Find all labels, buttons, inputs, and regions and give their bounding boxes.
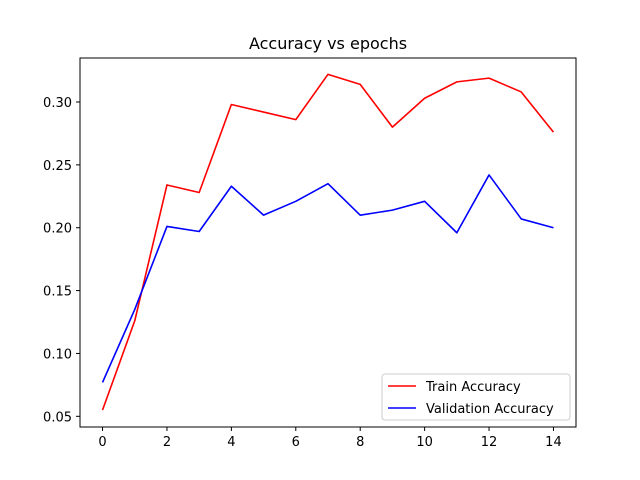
- x-tick-label: 10: [416, 435, 433, 450]
- legend-label: Train Accuracy: [425, 380, 521, 395]
- x-tick-label: 14: [545, 435, 562, 450]
- y-tick-label: 0.15: [43, 285, 72, 300]
- x-tick-label: 0: [98, 435, 106, 450]
- x-tick-label: 4: [227, 435, 235, 450]
- legend-box: [381, 373, 571, 421]
- legend: Train Accuracy Validation Accuracy: [381, 373, 571, 421]
- series-line-train-accuracy: [101, 73, 555, 411]
- plot-area: [79, 57, 577, 428]
- legend-label: Validation Accuracy: [426, 402, 554, 417]
- series-line-validation-accuracy: [101, 174, 554, 383]
- chart-title: Accuracy vs epochs: [249, 34, 407, 53]
- y-axis: 0.05 0.10 0.15 0.20 0.25 0.30: [43, 96, 80, 425]
- x-tick-label: 6: [292, 435, 300, 450]
- series-lines: [101, 73, 555, 411]
- x-tick-label: 8: [356, 435, 364, 450]
- x-tick-label: 12: [481, 435, 498, 450]
- y-tick-label: 0.30: [43, 96, 72, 111]
- y-tick-label: 0.25: [43, 159, 72, 174]
- x-tick-label: 2: [163, 435, 171, 450]
- y-tick-label: 0.20: [43, 222, 72, 237]
- y-tick-label: 0.05: [43, 410, 72, 425]
- x-axis: 0 2 4 6 8 10 12 14: [98, 427, 562, 450]
- y-tick-label: 0.10: [43, 347, 72, 362]
